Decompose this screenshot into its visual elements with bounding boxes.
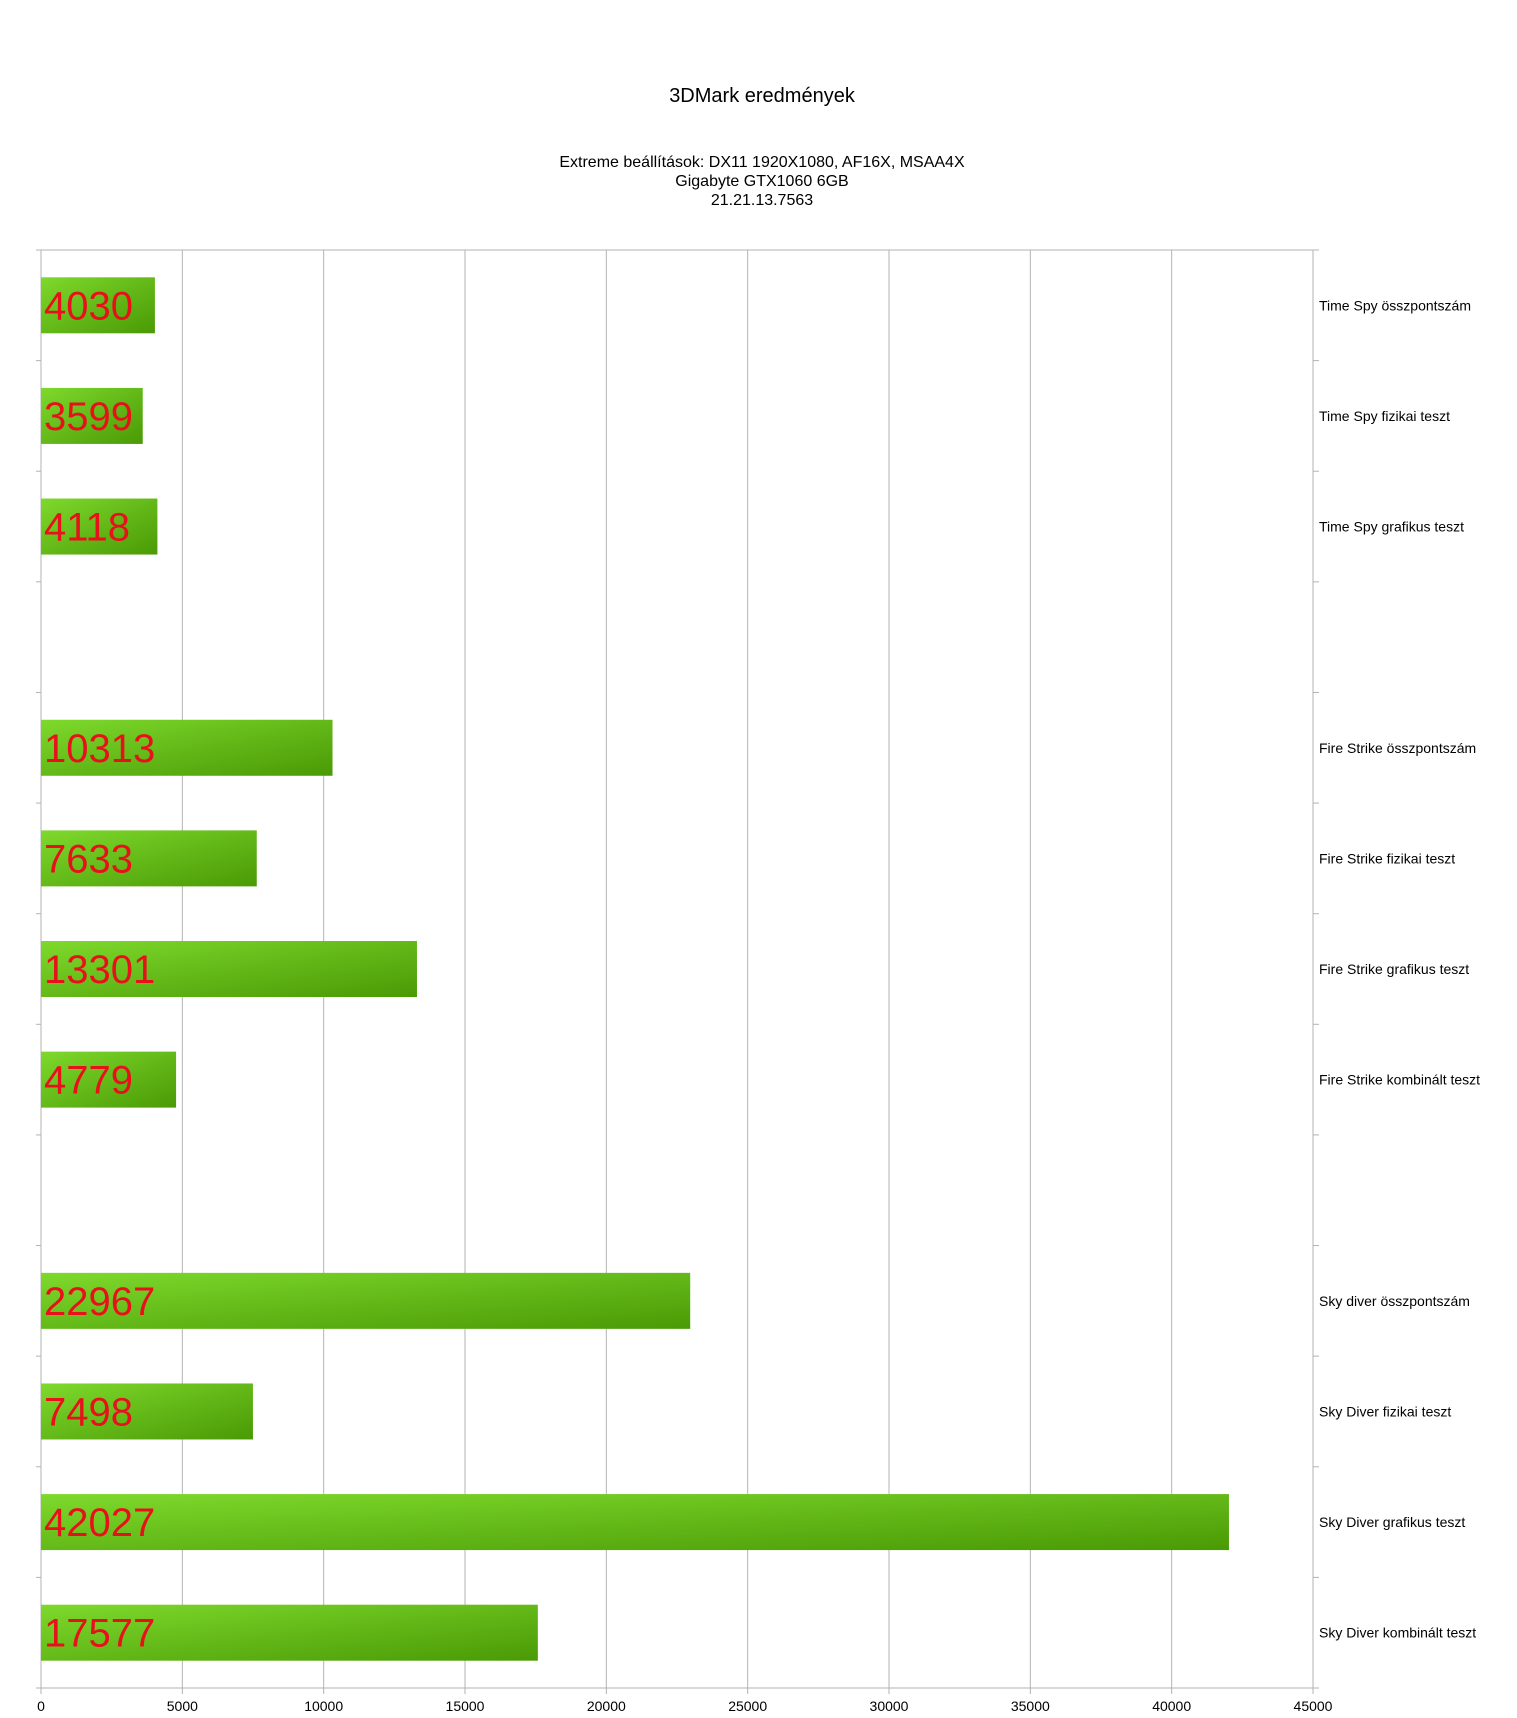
bar-value-label: 7498 <box>44 1390 133 1434</box>
chart-title: 3DMark eredmények <box>669 85 856 107</box>
bar-value-label: 10313 <box>44 727 155 771</box>
x-tick-label: 5000 <box>167 1698 198 1713</box>
x-tick-label: 35000 <box>1011 1698 1050 1713</box>
x-tick-label: 0 <box>37 1698 45 1713</box>
category-label: Fire Strike fizikai teszt <box>1319 850 1455 866</box>
x-tick-label: 30000 <box>870 1698 909 1713</box>
bar <box>41 830 257 887</box>
bar <box>41 1383 253 1440</box>
bar <box>41 941 417 997</box>
category-label: Time Spy összpontszám <box>1319 297 1471 313</box>
x-tick-label: 20000 <box>587 1698 626 1713</box>
bar <box>41 387 143 444</box>
bar <box>41 277 155 334</box>
category-label: Sky Diver grafikus teszt <box>1319 1514 1465 1530</box>
x-tick-label: 15000 <box>446 1698 485 1713</box>
bar-value-label: 4030 <box>44 284 133 328</box>
bar-value-label: 13301 <box>44 948 155 992</box>
x-tick-label: 10000 <box>304 1698 343 1713</box>
category-label: Sky Diver fizikai teszt <box>1319 1403 1451 1419</box>
bar <box>41 719 333 776</box>
chart-subtitle-line: 21.21.13.7563 <box>711 192 813 209</box>
bar-value-label: 42027 <box>44 1501 155 1545</box>
bar-value-label: 17577 <box>44 1612 155 1656</box>
x-tick-label: 45000 <box>1294 1698 1333 1713</box>
category-label: Sky diver összpontszám <box>1319 1293 1470 1309</box>
bar-value-label: 4779 <box>44 1059 133 1103</box>
chart-subtitle-line: Gigabyte GTX1060 6GB <box>675 173 848 190</box>
bar <box>41 498 158 555</box>
category-label: Time Spy fizikai teszt <box>1319 408 1450 424</box>
bar-value-label: 22967 <box>44 1280 155 1324</box>
category-label: Sky Diver kombinált teszt <box>1319 1625 1476 1641</box>
bar-value-label: 3599 <box>44 395 133 439</box>
bar <box>41 1051 177 1108</box>
bar-value-label: 4118 <box>44 506 130 550</box>
bar <box>41 1272 691 1329</box>
category-label: Time Spy grafikus teszt <box>1319 519 1464 535</box>
category-label: Fire Strike kombinált teszt <box>1319 1072 1480 1088</box>
x-tick-label: 25000 <box>728 1698 767 1713</box>
category-label: Fire Strike grafikus teszt <box>1319 961 1469 977</box>
category-label: Fire Strike összpontszám <box>1319 740 1476 756</box>
x-tick-label: 40000 <box>1152 1698 1191 1713</box>
bar-value-label: 7633 <box>44 837 133 881</box>
chart-subtitle-line: Extreme beállítások: DX11 1920X1080, AF1… <box>559 154 965 171</box>
bar <box>41 1604 538 1661</box>
bar <box>41 1494 1229 1551</box>
